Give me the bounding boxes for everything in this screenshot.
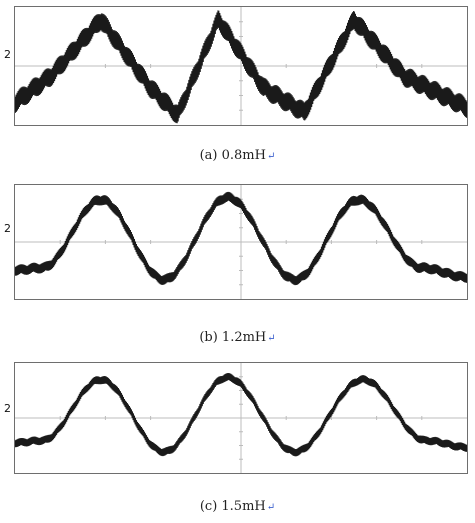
- scope-frame-c: [14, 362, 468, 474]
- channel-label-c: 2: [4, 402, 11, 415]
- channel-label-a: 2: [4, 48, 11, 61]
- paragraph-mark-icon: ↵: [266, 502, 276, 513]
- waveform-trace: [15, 372, 467, 457]
- caption-b: (b) 1.2mH↵: [0, 330, 475, 345]
- caption-b-text: (b) 1.2mH: [199, 330, 267, 345]
- waveform-trace: [15, 191, 467, 286]
- waveform-plot-a: [15, 7, 467, 125]
- waveform-trace: [15, 10, 467, 124]
- paragraph-mark-icon: ↵: [266, 151, 276, 162]
- scope-frame-b: [14, 184, 468, 300]
- waveform-plot-c: [15, 363, 467, 473]
- scope-panel-a: 2 (a) 0.8mH↵: [0, 0, 475, 175]
- caption-a-text: (a) 0.8mH: [199, 148, 266, 163]
- caption-c-text: (c) 1.5mH: [199, 499, 266, 514]
- caption-a: (a) 0.8mH↵: [0, 148, 475, 163]
- caption-c: (c) 1.5mH↵: [0, 499, 475, 514]
- scope-panel-b: 2 (b) 1.2mH↵: [0, 184, 475, 345]
- scope-frame-a: [14, 6, 468, 126]
- waveform-plot-b: [15, 185, 467, 299]
- channel-label-b: 2: [4, 222, 11, 235]
- paragraph-mark-icon: ↵: [267, 333, 276, 344]
